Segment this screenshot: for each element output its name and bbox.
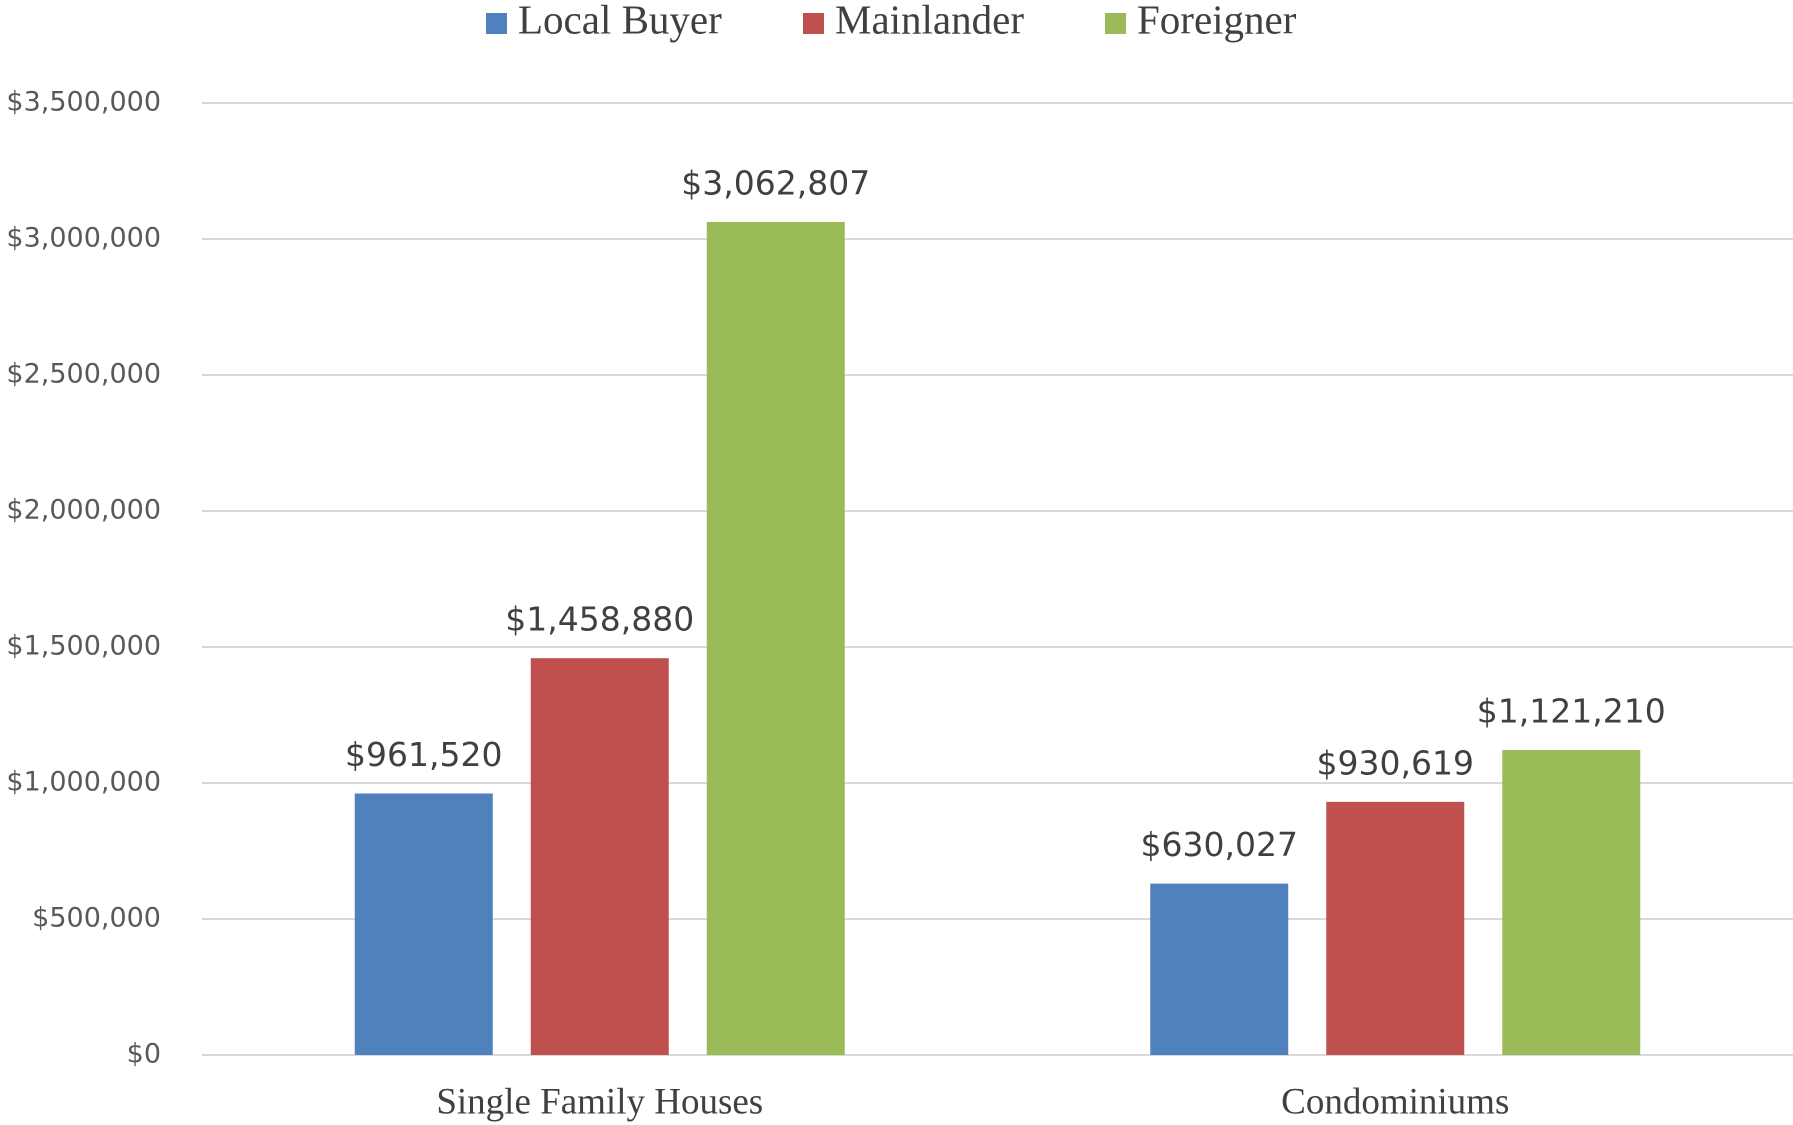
bar — [530, 658, 669, 1055]
y-tick-label: $0 — [127, 1039, 161, 1070]
bar — [1150, 883, 1289, 1055]
y-tick-label: $1,000,000 — [6, 767, 161, 798]
legend-label: Mainlander — [835, 0, 1024, 42]
legend-label: Local Buyer — [518, 0, 722, 42]
data-label: $961,520 — [345, 735, 502, 774]
data-label: $1,121,210 — [1477, 692, 1666, 731]
legend-swatch — [486, 13, 507, 34]
data-label: $1,458,880 — [505, 600, 694, 639]
bar — [706, 221, 845, 1055]
y-tick-label: $500,000 — [32, 903, 161, 934]
y-tick-label: $2,500,000 — [6, 359, 161, 390]
y-tick-label: $1,500,000 — [6, 631, 161, 662]
y-tick-label: $3,500,000 — [6, 87, 161, 118]
y-tick-label: $2,000,000 — [6, 495, 161, 526]
bar — [1502, 750, 1641, 1055]
bar — [354, 793, 493, 1055]
legend-label: Foreigner — [1137, 0, 1297, 42]
x-tick-label: Single Family Houses — [436, 1081, 763, 1122]
data-label: $630,027 — [1141, 825, 1298, 864]
data-label: $3,062,807 — [681, 163, 870, 202]
y-tick-label: $3,000,000 — [6, 223, 161, 254]
bar — [1326, 801, 1465, 1055]
x-tick-label: Condominiums — [1281, 1081, 1509, 1122]
legend-swatch — [1105, 13, 1126, 34]
data-label: $930,619 — [1317, 743, 1474, 782]
legend-swatch — [803, 13, 824, 34]
